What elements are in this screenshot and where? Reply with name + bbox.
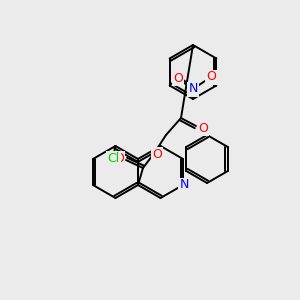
Text: O: O (152, 148, 162, 160)
Text: O: O (173, 71, 183, 85)
Text: O: O (114, 152, 124, 164)
Text: N: N (179, 178, 189, 191)
Text: Cl: Cl (107, 152, 120, 164)
Text: O: O (206, 70, 216, 83)
Text: O: O (198, 122, 208, 134)
Text: N: N (188, 82, 198, 95)
